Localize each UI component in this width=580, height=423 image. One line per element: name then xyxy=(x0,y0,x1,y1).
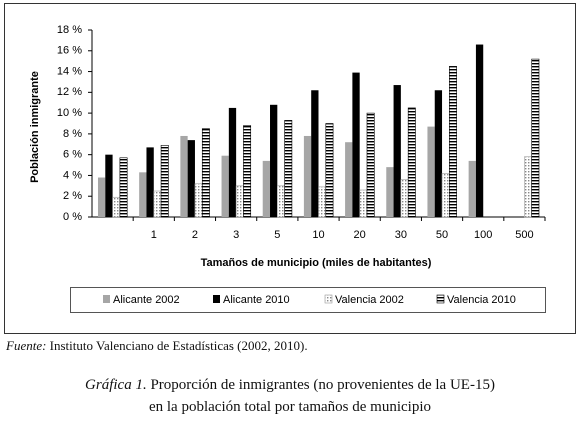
legend-swatch xyxy=(103,295,110,303)
bar xyxy=(270,104,278,217)
bar xyxy=(201,128,210,218)
y-tick-label: 12 % xyxy=(57,86,82,98)
bar xyxy=(449,66,457,218)
caption-label: Gráfica 1. xyxy=(85,377,147,393)
bar xyxy=(366,112,375,218)
bar xyxy=(105,154,113,217)
x-tick-label: 3 xyxy=(233,229,239,241)
bar xyxy=(393,85,401,217)
bar xyxy=(475,44,484,217)
legend-label: Valencia 2010 xyxy=(447,294,516,306)
x-tick-label: 5 xyxy=(274,229,280,241)
y-tick-label: 8 % xyxy=(63,128,82,140)
legend-swatch xyxy=(436,294,445,304)
caption-line: Gráfica 1. Proporción de inmigrantes (no… xyxy=(0,374,580,396)
bar xyxy=(146,147,154,217)
chart: Población inmigrante Tamaños de municipi… xyxy=(4,3,576,334)
x-tick-label: 2 xyxy=(192,229,198,241)
y-tick-label: 16 % xyxy=(57,45,82,57)
x-tick-label: 10 xyxy=(312,229,324,241)
bar xyxy=(153,190,162,218)
bar xyxy=(243,125,252,218)
bar xyxy=(352,72,360,217)
bar xyxy=(139,172,147,217)
source-text: Instituto Valenciano de Estadísticas (20… xyxy=(49,338,308,353)
bar xyxy=(531,58,540,218)
bar xyxy=(386,167,394,217)
caption-line: en la población total por tamaños de mun… xyxy=(148,399,431,415)
bar xyxy=(468,160,476,217)
legend-label: Valencia 2002 xyxy=(335,294,404,306)
y-tick-label: 18 % xyxy=(57,24,82,36)
y-tick-label: 10 % xyxy=(57,107,82,119)
bar xyxy=(187,140,195,217)
y-tick-label: 14 % xyxy=(57,65,82,77)
bar xyxy=(221,155,229,217)
legend-swatch xyxy=(324,294,333,304)
caption-text: Proporción de inmigrantes (no provenient… xyxy=(150,377,495,393)
legend-label: Alicante 2010 xyxy=(223,294,290,306)
bar xyxy=(345,142,353,217)
bar xyxy=(303,135,312,217)
x-axis-title: Tamaños de municipio (miles de habitante… xyxy=(201,257,432,269)
x-tick-label: 1 xyxy=(151,229,157,241)
x-tick-label: 100 xyxy=(474,229,492,241)
y-axis-title: Población inmigrante xyxy=(29,71,41,183)
bar xyxy=(119,157,128,218)
legend-label: Alicante 2002 xyxy=(113,294,180,306)
bar xyxy=(180,135,188,217)
bar xyxy=(112,196,121,218)
caption: Gráfica 1. Proporción de inmigrantes (no… xyxy=(0,374,580,418)
bar xyxy=(441,173,450,218)
y-tick-label: 0 % xyxy=(63,211,82,223)
bar xyxy=(400,179,409,218)
x-tick-label: 500 xyxy=(515,229,533,241)
bar xyxy=(284,120,293,218)
bar xyxy=(194,183,203,218)
bar xyxy=(427,126,435,217)
bar xyxy=(235,185,244,218)
bar xyxy=(228,107,237,217)
bar xyxy=(325,123,334,218)
bar xyxy=(407,107,416,218)
legend-box xyxy=(70,287,546,313)
bar xyxy=(434,90,443,217)
x-tick-label: 50 xyxy=(436,229,448,241)
bar xyxy=(318,186,327,218)
x-tick-label: 30 xyxy=(395,229,407,241)
bar xyxy=(277,185,285,218)
bar xyxy=(524,156,533,218)
source: Fuente: Instituto Valenciano de Estadíst… xyxy=(6,338,308,354)
bar xyxy=(97,177,106,217)
bar xyxy=(359,189,368,218)
legend-swatch xyxy=(213,295,220,303)
y-tick-label: 2 % xyxy=(63,190,82,202)
source-label: Fuente: xyxy=(6,338,47,353)
bar xyxy=(262,160,271,217)
bar xyxy=(160,145,169,218)
y-tick-label: 6 % xyxy=(63,149,82,161)
x-tick-label: 20 xyxy=(354,229,366,241)
y-tick-label: 4 % xyxy=(63,169,82,181)
bar xyxy=(311,90,319,217)
